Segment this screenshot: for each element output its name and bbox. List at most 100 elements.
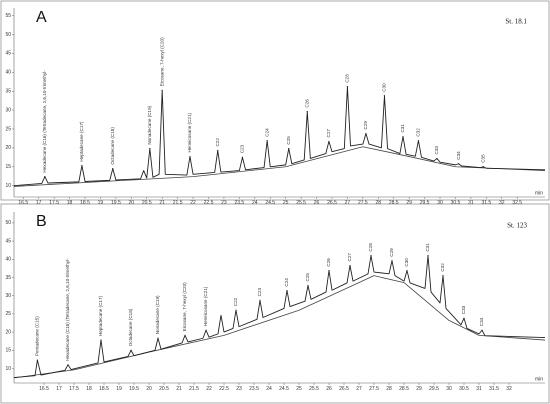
peak-label: Nonadecane (C19)	[147, 105, 152, 144]
x-tick-label: 25.5	[309, 386, 319, 392]
peak-marker	[349, 264, 351, 267]
y-tick-label: 25	[5, 126, 11, 132]
x-tick-label: 31.5	[489, 386, 499, 392]
x-tick-label: 17.5	[69, 386, 79, 392]
peak-label: C30	[382, 83, 387, 92]
x-tick-label: 23.5	[234, 200, 244, 206]
peak-label: C27	[347, 253, 352, 262]
peak-marker	[36, 359, 39, 361]
x-tick-label: 29.5	[420, 200, 430, 206]
x-tick-label: 19	[98, 200, 104, 206]
x-tick-label: 17	[36, 200, 42, 206]
y-tick-label: 35	[5, 275, 11, 281]
peak-marker	[436, 157, 438, 160]
x-tick-label: 16.5	[18, 200, 28, 206]
x-tick-label: 25	[283, 200, 289, 206]
peak-label: C26	[326, 258, 331, 267]
x-tick-label: 31	[476, 386, 482, 392]
peak-marker	[328, 269, 330, 272]
peak-marker	[370, 255, 372, 257]
x-tick-label: 24	[252, 200, 258, 206]
peak-label: Heptadecane (C17)	[79, 121, 84, 162]
peak-label: C29	[389, 248, 394, 257]
chromatogram-trace	[13, 86, 546, 187]
peak-label: C31	[400, 124, 405, 133]
x-tick-label: 31	[468, 200, 474, 206]
peak-label: Octadecane (C18)	[110, 127, 115, 165]
peak-marker	[346, 86, 349, 88]
peak-label: C33	[434, 146, 439, 155]
x-tick-label: 29	[406, 200, 412, 206]
y-tick-label: 20	[5, 329, 11, 335]
peak-label: C23	[240, 144, 245, 153]
peak-marker	[383, 95, 386, 97]
x-tick-label: 29	[416, 386, 422, 392]
x-tick-label: 30.5	[459, 386, 469, 392]
x-tick-label: 26	[314, 200, 320, 206]
peak-marker	[442, 275, 444, 277]
peak-marker	[67, 364, 69, 366]
x-tick-label: 19	[116, 386, 122, 392]
peak-marker	[307, 284, 309, 287]
x-tick-label: 32	[499, 200, 505, 206]
peak-marker	[161, 89, 163, 92]
y-tick-label: 30	[5, 107, 11, 113]
peak-marker	[481, 329, 483, 331]
y-tick-label: 10	[5, 366, 11, 372]
x-tick-label: 24.5	[279, 386, 289, 392]
x-tick-label: 18	[67, 200, 73, 206]
x-tick-label: 19.5	[111, 200, 121, 206]
x-tick-label: 25	[296, 386, 302, 392]
peak-label: C27	[326, 129, 331, 138]
peak-label: C32	[440, 263, 445, 272]
x-tick-label: 29.5	[429, 386, 439, 392]
y-tick-label: 35	[5, 88, 11, 94]
peak-marker	[365, 132, 367, 135]
x-tick-label: 27.5	[358, 200, 368, 206]
panel-subtitle: St. 18.1	[505, 18, 527, 26]
peak-marker	[235, 309, 237, 311]
peak-marker	[205, 329, 207, 331]
x-tick-label: 22.5	[204, 200, 214, 206]
panel-frame	[0, 0, 550, 201]
x-tick-label: 32.5	[512, 200, 522, 206]
x-tick-label: 23	[221, 200, 227, 206]
y-tick-label: 40	[5, 257, 11, 263]
peak-label: C25	[305, 273, 310, 282]
x-tick-label: 28.5	[399, 386, 409, 392]
x-tick-label: 20.5	[159, 386, 169, 392]
x-tick-label: 21.5	[173, 200, 183, 206]
peak-marker	[81, 165, 83, 167]
y-tick-label: 15	[5, 164, 11, 170]
y-tick-label: 55	[5, 13, 11, 19]
peak-label: Eicosane, 7-hexyl (C20)	[182, 282, 187, 331]
y-tick-label: 40	[5, 70, 11, 76]
peak-label: C24	[284, 278, 289, 287]
panel-title: B	[36, 213, 47, 230]
y-tick-label: 25	[5, 311, 11, 317]
x-tick-label: 31.5	[481, 200, 491, 206]
peak-marker	[391, 260, 393, 262]
y-tick-label: 10	[5, 183, 11, 189]
y-tick-label: 45	[5, 238, 11, 244]
peak-marker	[112, 168, 114, 170]
x-tick-label: 26	[326, 386, 332, 392]
x-tick-label: 18.5	[80, 200, 90, 206]
x-tick-label: 20.5	[142, 200, 152, 206]
peak-label: C28	[345, 74, 350, 83]
x-tick-label: 30.5	[451, 200, 461, 206]
x-tick-label: 22.5	[219, 386, 229, 392]
peak-marker	[406, 269, 408, 272]
x-tick-label: 23.5	[249, 386, 259, 392]
x-tick-label: 18.5	[99, 386, 109, 392]
x-tick-label: 17.5	[49, 200, 59, 206]
peak-label: C25	[286, 136, 291, 145]
x-axis-label: min	[535, 190, 543, 196]
panel-title: A	[36, 9, 47, 26]
panel-frame	[0, 203, 550, 404]
peak-marker	[463, 317, 465, 319]
x-tick-label: 26.5	[339, 386, 349, 392]
peak-marker	[184, 334, 186, 336]
peak-label: Heneicosane (C21)	[203, 286, 208, 326]
